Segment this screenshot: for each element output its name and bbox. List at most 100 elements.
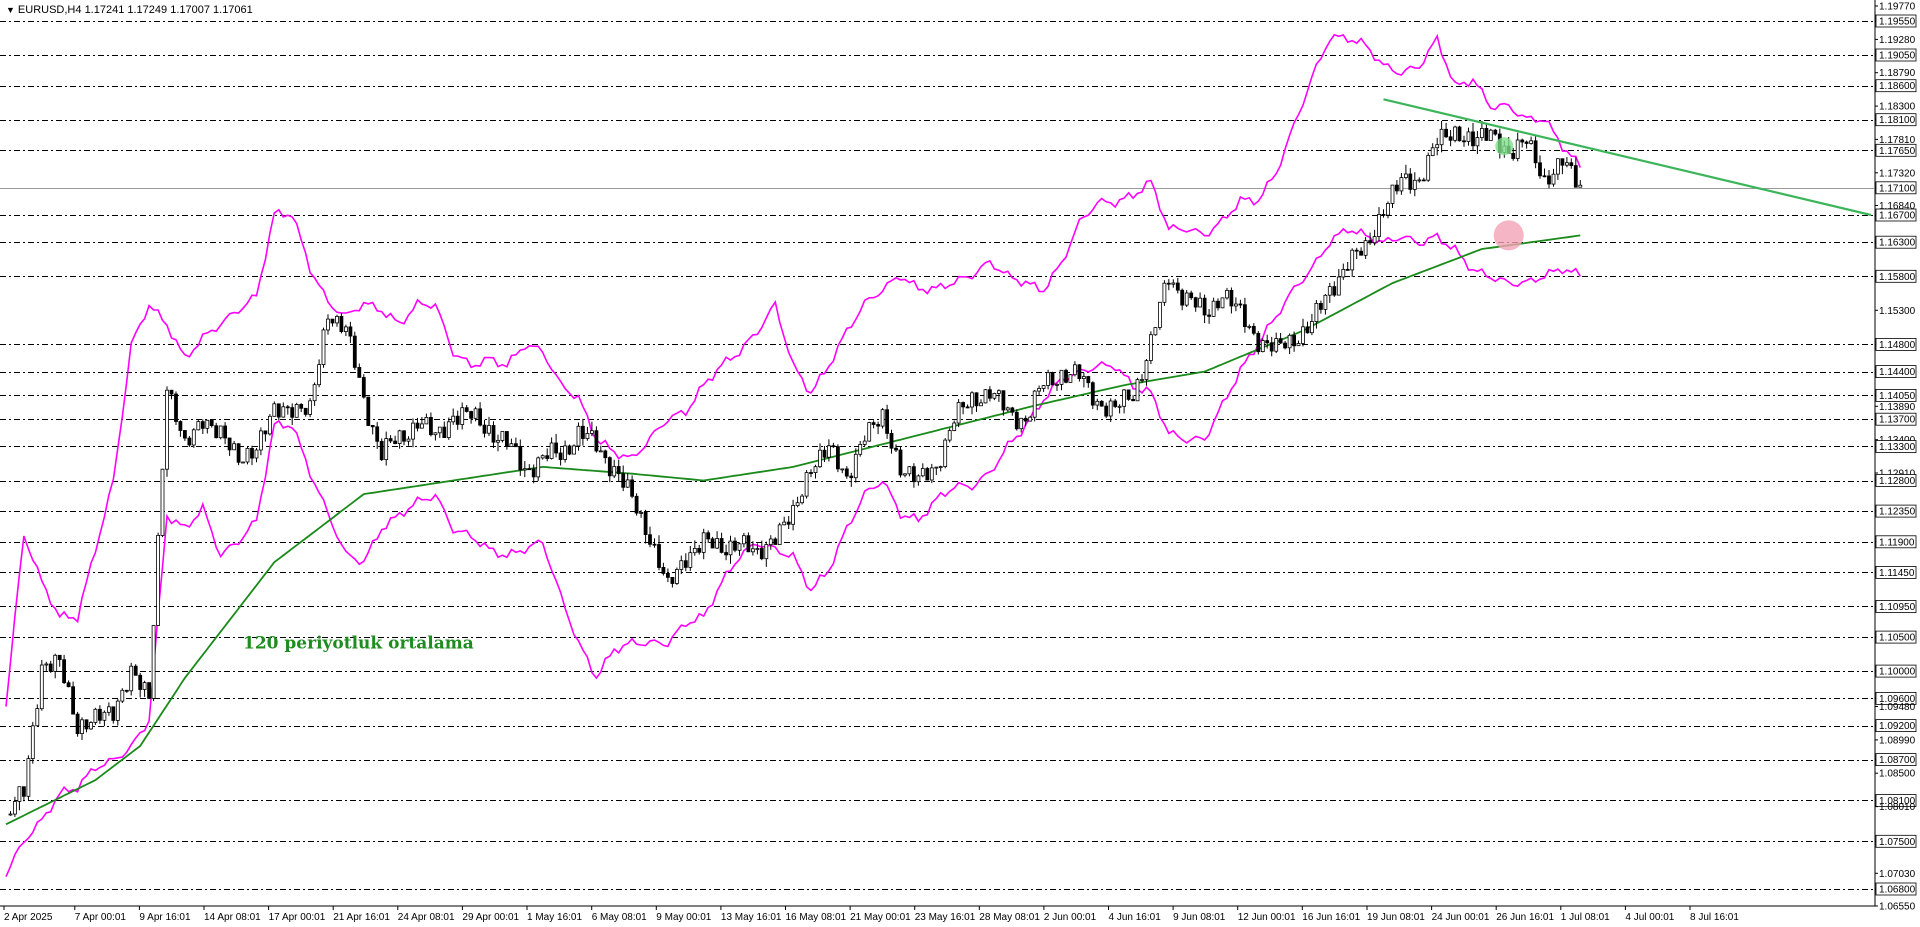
candle [956,399,961,428]
candle [500,431,505,443]
candle-body [885,409,889,434]
candle-body [160,468,165,536]
candle-body [178,421,183,431]
candle-body [1207,314,1211,317]
candle-body [1247,325,1252,328]
symbol-label: EURUSD,H4 [17,4,82,16]
candle-body [1149,334,1153,361]
candle [107,702,111,716]
candle-body [1122,389,1126,407]
candle [1341,263,1346,280]
candle-body [1001,390,1006,411]
candle [57,654,62,667]
x-tick-label: 6 May 08:01 [592,912,647,923]
candle-body [724,552,728,556]
candle [822,446,827,462]
candle-body [1336,276,1341,296]
candle [1131,395,1135,402]
upper-band-line [5,33,1582,707]
candle-body [1135,379,1140,402]
candle-body [643,512,648,536]
candle-body [831,445,836,448]
candle [424,413,429,425]
candle-body [1395,184,1399,192]
candle [223,422,228,445]
candle [124,689,129,693]
candle-body [956,402,961,424]
candle-body [1547,175,1551,185]
candle [885,404,889,439]
candle-body [1524,141,1529,144]
candle [1229,287,1234,314]
candle [156,532,161,626]
price-level-tag [1875,440,1917,453]
candle-body [473,408,478,419]
candle [8,811,13,816]
candle [813,464,818,479]
candle [786,516,791,529]
candle-body [1319,302,1323,310]
candle [1511,147,1516,161]
candle [339,313,344,334]
candle-body [1014,411,1019,430]
candle [1086,375,1091,388]
candle-body [102,711,107,721]
candle [317,359,322,388]
candle-body [1041,385,1046,389]
candle-body [563,445,567,460]
candle-body [903,473,907,476]
price-axis[interactable]: 1.19770 1.19550 1.19280 1.19050 1.18790 1.186… [1875,2,1917,913]
candle-body [1032,390,1037,418]
candle-body [1323,294,1328,310]
candle-body [317,364,322,386]
candle [89,721,93,730]
time-axis[interactable]: 2 Apr 2025 7 Apr 00:01 9 Apr 16:01 14 Apr 0… [3,906,1739,923]
candle-body [209,419,214,426]
candle [1314,300,1319,329]
candle-body [115,700,120,721]
trendline[interactable] [1383,98,1872,217]
candle-body [800,495,804,504]
candle [1077,364,1082,382]
candle [554,433,558,458]
candle-body [263,430,268,435]
y-tick-label: 1.14400 [1879,367,1916,378]
x-tick-label: 9 May 00:01 [656,912,711,923]
candle [299,403,304,412]
candle [133,664,138,676]
candle-body [343,326,348,332]
chart-menu-icon[interactable]: ▼ [6,5,15,15]
candle-body [1068,374,1073,383]
candle [1238,299,1243,309]
candle-body [974,392,979,407]
candle-body [607,457,612,477]
candle-body [867,422,872,442]
candle [862,435,867,447]
candle-body [205,419,210,429]
y-tick-label: 1.15300 [1879,306,1916,317]
candle [115,698,120,726]
candle-body [1019,417,1024,430]
candle-body [397,430,402,444]
candle [581,418,585,446]
candle-body [746,535,751,553]
candle [482,419,487,438]
candle [545,448,550,462]
price-level-tag [1875,208,1917,222]
y-tick-label: 1.08010 [1879,802,1916,813]
candle [464,405,469,413]
candle-body [1229,289,1234,307]
candle-body [1050,372,1055,386]
candle [849,472,854,487]
candle-body [889,432,894,449]
lower-band-line [5,227,1581,878]
candle-body [375,426,380,442]
candle [920,463,925,478]
candle-body [191,429,196,446]
candle [397,429,402,449]
candle [1538,155,1542,179]
candle-body [1345,268,1350,271]
candle [1439,121,1444,153]
candle-body [531,468,536,478]
